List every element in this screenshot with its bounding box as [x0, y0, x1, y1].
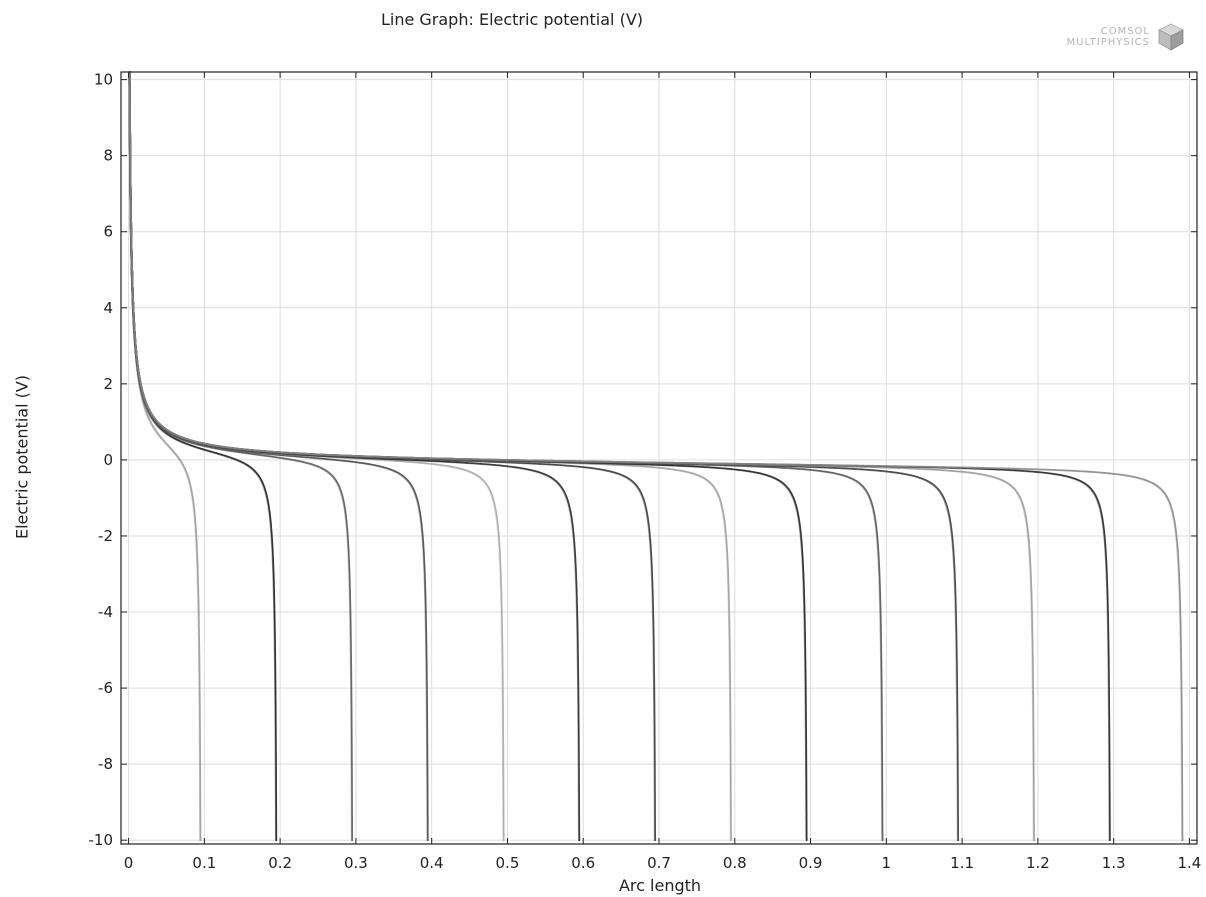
x-tick-label: 0.8	[723, 854, 747, 872]
series-line-shadow	[128, 72, 731, 842]
logo-line-1: COMSOL	[1100, 26, 1150, 37]
comsol-logo: COMSOL MULTIPHYSICS	[1067, 22, 1186, 52]
y-tick-label: 0	[103, 451, 113, 469]
y-tick-label: -10	[89, 831, 114, 849]
series-line	[128, 71, 278, 842]
x-tick-label: 0.5	[496, 854, 520, 872]
x-tick-label: 0.6	[571, 854, 595, 872]
x-tick-label: 0.9	[799, 854, 823, 872]
series-line-shadow	[128, 72, 428, 842]
series-line	[128, 71, 1184, 842]
series-line-shadow	[128, 72, 201, 842]
y-tick-label: -8	[98, 755, 113, 773]
logo-text: COMSOL MULTIPHYSICS	[1067, 26, 1150, 48]
logo-line-2: MULTIPHYSICS	[1066, 37, 1150, 48]
x-tick-label: 1.2	[1026, 854, 1050, 872]
series-line	[128, 71, 960, 842]
chart-title: Line Graph: Electric potential (V)	[380, 10, 644, 29]
x-tick-label: 1.4	[1177, 854, 1201, 872]
y-tick-label: 8	[103, 147, 113, 165]
series-line-shadow	[128, 72, 277, 842]
axis-layer: 0 0.1 0.2 0.3 0.4 0.5 0.6 0.7 0.8 0.9 1 1.1 1.2 1.3 1.…	[89, 71, 1202, 872]
series-layer	[128, 71, 1184, 842]
x-tick-label: 1	[882, 854, 892, 872]
series-line-shadow	[128, 72, 959, 842]
series-line-shadow	[128, 72, 883, 842]
y-tick-label: 10	[94, 71, 113, 89]
x-tick-label: 0.2	[268, 854, 292, 872]
x-tick-label: 0	[124, 854, 134, 872]
x-tick-label: 1.3	[1102, 854, 1126, 872]
series-line-shadow	[128, 72, 352, 842]
series-line	[128, 71, 657, 842]
x-tick-label: 0.7	[647, 854, 671, 872]
series-line-shadow	[128, 72, 656, 842]
series-line-shadow	[128, 72, 504, 842]
x-tick-label: 0.4	[420, 854, 444, 872]
series-line	[128, 71, 808, 842]
y-tick-label: 4	[103, 299, 113, 317]
x-tick-label: 1.1	[950, 854, 974, 872]
series-line-shadow	[128, 72, 1183, 842]
y-tick-label: -6	[98, 679, 113, 697]
y-tick-label: 6	[103, 223, 113, 241]
y-tick-label: -2	[98, 527, 113, 545]
x-axis-label: Arc length	[618, 876, 702, 895]
x-tick-label: 0.1	[192, 854, 216, 872]
y-tick-label: -4	[98, 603, 113, 621]
x-tick-label: 0.3	[344, 854, 368, 872]
series-line	[128, 71, 202, 842]
series-line	[128, 71, 732, 842]
series-line	[128, 71, 884, 842]
series-line-shadow	[128, 72, 1034, 842]
series-line-shadow	[128, 72, 807, 842]
cube-icon	[1158, 23, 1184, 51]
y-tick-label: 2	[103, 375, 113, 393]
series-line-shadow	[128, 72, 580, 842]
